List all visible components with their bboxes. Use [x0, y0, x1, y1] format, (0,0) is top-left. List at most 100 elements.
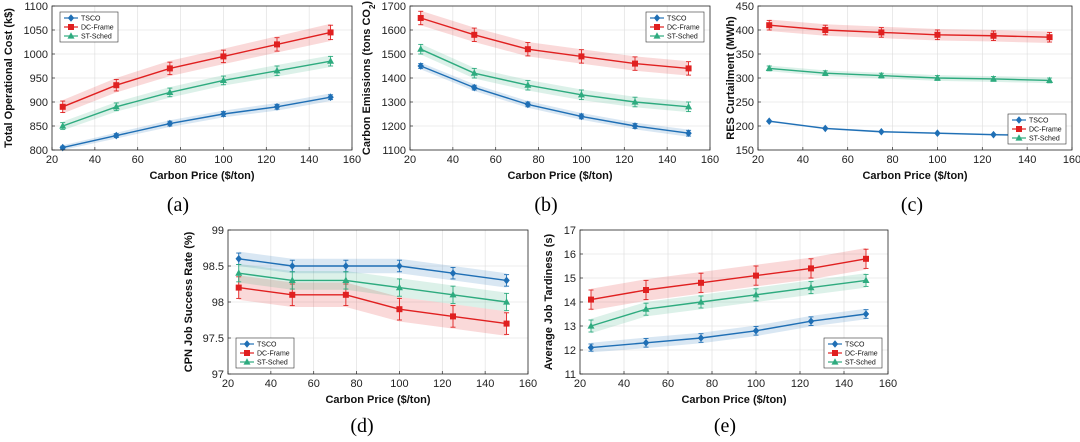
legend-entry: ST-Sched: [845, 360, 876, 367]
data-point: [235, 284, 242, 291]
series-tsco: [417, 62, 692, 137]
x-tick-label: 140: [300, 154, 318, 166]
legend-marker: [244, 350, 250, 356]
x-tick-label: 160: [519, 378, 537, 390]
x-axis-label: Carbon Price ($/ton): [149, 170, 254, 182]
series-line: [769, 24, 1050, 38]
data-point: [685, 103, 693, 110]
data-point: [524, 81, 532, 88]
data-point: [990, 130, 997, 139]
y-tick-label: 900: [30, 97, 48, 109]
legend-entry: ST-Sched: [257, 360, 288, 367]
y-tick-label: 800: [30, 145, 48, 157]
confidence-band: [420, 43, 689, 113]
legend-marker: [68, 24, 74, 30]
legend-entry: TSCO: [81, 16, 101, 23]
series-line: [238, 272, 507, 303]
x-tick-label: 100: [928, 154, 946, 166]
data-point: [933, 74, 941, 81]
legend: TSCO DC-Frame ST-Sched: [235, 337, 295, 369]
data-point: [877, 71, 885, 79]
y-tick-label: 13: [564, 321, 576, 333]
data-point: [417, 45, 425, 52]
ticks: 20 40 60 80 100 120 140 160 1100 1200 1300 1400 1500…: [382, 1, 720, 166]
data-point: [753, 272, 759, 279]
y-tick-label: 1600: [382, 25, 406, 37]
data-point: [631, 98, 639, 105]
chart-b-svg: 20 40 60 80 100 120 140 160 1100 1200 1300 1400 1500…: [361, 1, 720, 182]
caption-a: (a): [166, 194, 190, 216]
y-tick-label: 17: [564, 225, 576, 237]
legend-entry: DC-Frame: [845, 351, 878, 358]
data-point: [642, 305, 650, 312]
series-line: [238, 286, 507, 325]
legend-marker: [832, 350, 838, 356]
legend: TSCO DC-Frame ST-Sched: [823, 337, 883, 369]
confidence-band: [769, 19, 1050, 43]
confidence-band: [238, 275, 507, 336]
x-tick-label: 40: [797, 154, 809, 166]
legend-marker: [1015, 116, 1023, 124]
data-point: [274, 41, 280, 48]
data-point: [449, 291, 457, 298]
caption-e: (e): [713, 415, 737, 437]
data-point: [643, 287, 649, 293]
x-tick-label: 40: [618, 378, 630, 390]
x-axis-label: Carbon Price ($/ton): [862, 170, 967, 182]
series-tsco: [587, 308, 870, 353]
legend-marker: [243, 358, 251, 365]
series-st-sched: [587, 273, 870, 334]
y-tick-label: 99: [212, 225, 224, 237]
x-tick-label: 20: [222, 378, 234, 390]
ticks: 20 40 60 80 100 120 140 160 97 97.5 98 98.5 99: [203, 225, 538, 390]
y-tick-label: 1100: [382, 145, 406, 157]
y-tick-label: 16: [564, 249, 576, 261]
data-point: [503, 320, 510, 327]
data-point: [113, 131, 120, 140]
data-point: [808, 265, 814, 272]
x-tick-label: 100: [390, 378, 408, 390]
y-tick-label: 300: [736, 73, 754, 85]
y-tick-label: 250: [736, 97, 754, 109]
chart-c-svg: 20 40 60 80 100 120 140 160 150 200 250 300 350 400 45…: [725, 1, 1080, 182]
legend-entry: ST-Sched: [81, 34, 112, 41]
legend-entry: DC-Frame: [1029, 127, 1062, 134]
data-point: [396, 262, 403, 270]
x-tick-label: 20: [404, 154, 416, 166]
data-point: [220, 110, 227, 118]
data-point: [578, 112, 585, 121]
data-point: [862, 310, 870, 318]
legend-marker: [653, 14, 661, 22]
data-point: [807, 283, 815, 291]
series-dc-frame: [766, 19, 1053, 43]
x-tick-label: 20: [752, 154, 764, 166]
y-tick-label: 950: [30, 73, 48, 85]
legend: TSCO DC-Frame ST-Sched: [645, 11, 705, 43]
data-point: [752, 291, 760, 298]
series-tsco: [235, 251, 510, 288]
data-point: [327, 57, 335, 64]
x-tick-label: 20: [574, 378, 586, 390]
data-point: [273, 67, 281, 74]
x-tick-label: 140: [658, 154, 676, 166]
data-point: [342, 276, 350, 283]
x-axis-label: Carbon Price ($/ton): [507, 170, 612, 182]
x-tick-label: 60: [662, 378, 674, 390]
series-line: [769, 120, 1050, 137]
y-tick-label: 1500: [382, 49, 406, 61]
data-point: [766, 22, 773, 29]
y-tick-label: 450: [736, 1, 754, 13]
legend-marker: [67, 32, 75, 39]
y-tick-label: 350: [736, 49, 754, 61]
data-point: [587, 343, 595, 352]
data-point: [470, 69, 478, 76]
y-tick-label: 1400: [382, 73, 406, 85]
series-dc-frame: [417, 10, 692, 76]
series-st-sched: [235, 263, 511, 312]
series-line: [420, 17, 689, 70]
data-point: [862, 276, 870, 283]
series-dc-frame: [59, 23, 334, 114]
y-tick-label: 11: [565, 369, 576, 381]
confidence-band: [62, 93, 331, 150]
x-tick-label: 80: [350, 378, 362, 390]
